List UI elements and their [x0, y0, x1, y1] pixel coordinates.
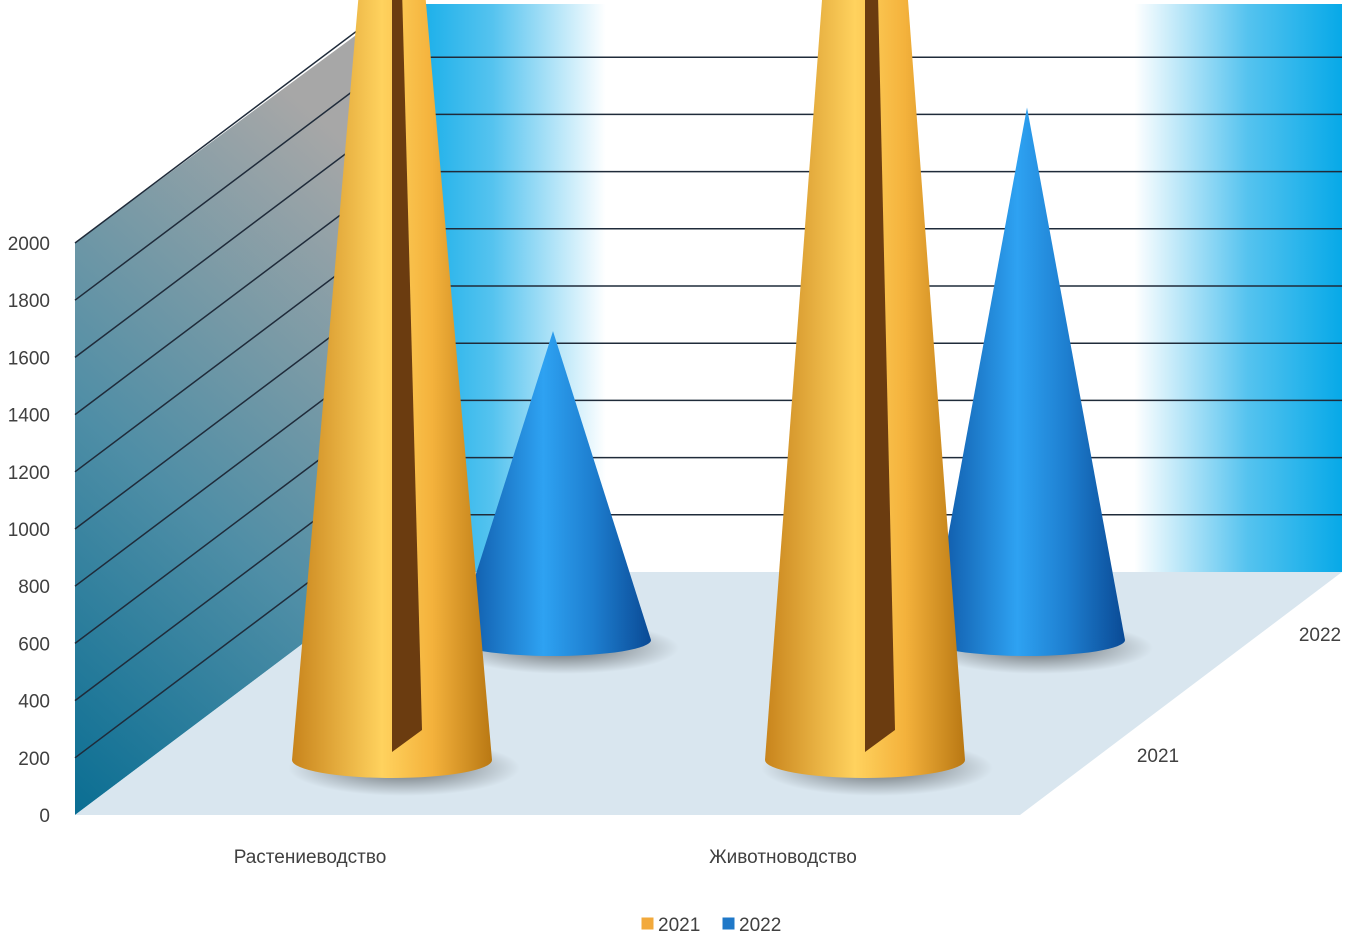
category-labels: Растениеводство Животноводство: [234, 847, 857, 868]
y-tick-label: 600: [18, 634, 50, 655]
legend-label: 2022: [739, 915, 781, 936]
side-gridline: [74, 56, 399, 301]
depth-labels: 2021 2022: [1137, 625, 1341, 767]
y-tick-label: 400: [18, 692, 50, 713]
side-gridline: [74, 113, 399, 358]
side-gridline: [74, 0, 399, 244]
y-tick-label: 1400: [8, 406, 50, 427]
legend-label: 2021: [658, 915, 700, 936]
depth-label: 2021: [1137, 746, 1179, 767]
legend: 2021 2022: [640, 915, 781, 936]
legend-swatch-2021: [640, 916, 655, 931]
category-label: Растениеводство: [234, 847, 387, 868]
cone-wedge: [865, 0, 895, 752]
category-label: Животноводство: [709, 847, 857, 868]
legend-swatch-2022: [721, 916, 736, 931]
y-tick-label: 0: [39, 806, 50, 827]
y-tick-label: 2000: [8, 234, 50, 255]
y-axis-ticks: 0 200 400 600 800 1000 1200 1400 1600 1800 2000: [8, 234, 50, 827]
cone-2022-0: [455, 331, 651, 656]
depth-label: 2022: [1299, 625, 1341, 646]
cone-2022-1: [929, 107, 1125, 656]
cone-wedge: [392, 0, 422, 752]
cones: [288, 0, 1153, 796]
y-tick-label: 1800: [8, 291, 50, 312]
y-tick-label: 1600: [8, 348, 50, 369]
y-tick-label: 1000: [8, 520, 50, 541]
y-tick-label: 200: [18, 749, 50, 770]
y-tick-label: 1200: [8, 463, 50, 484]
y-tick-label: 800: [18, 577, 50, 598]
